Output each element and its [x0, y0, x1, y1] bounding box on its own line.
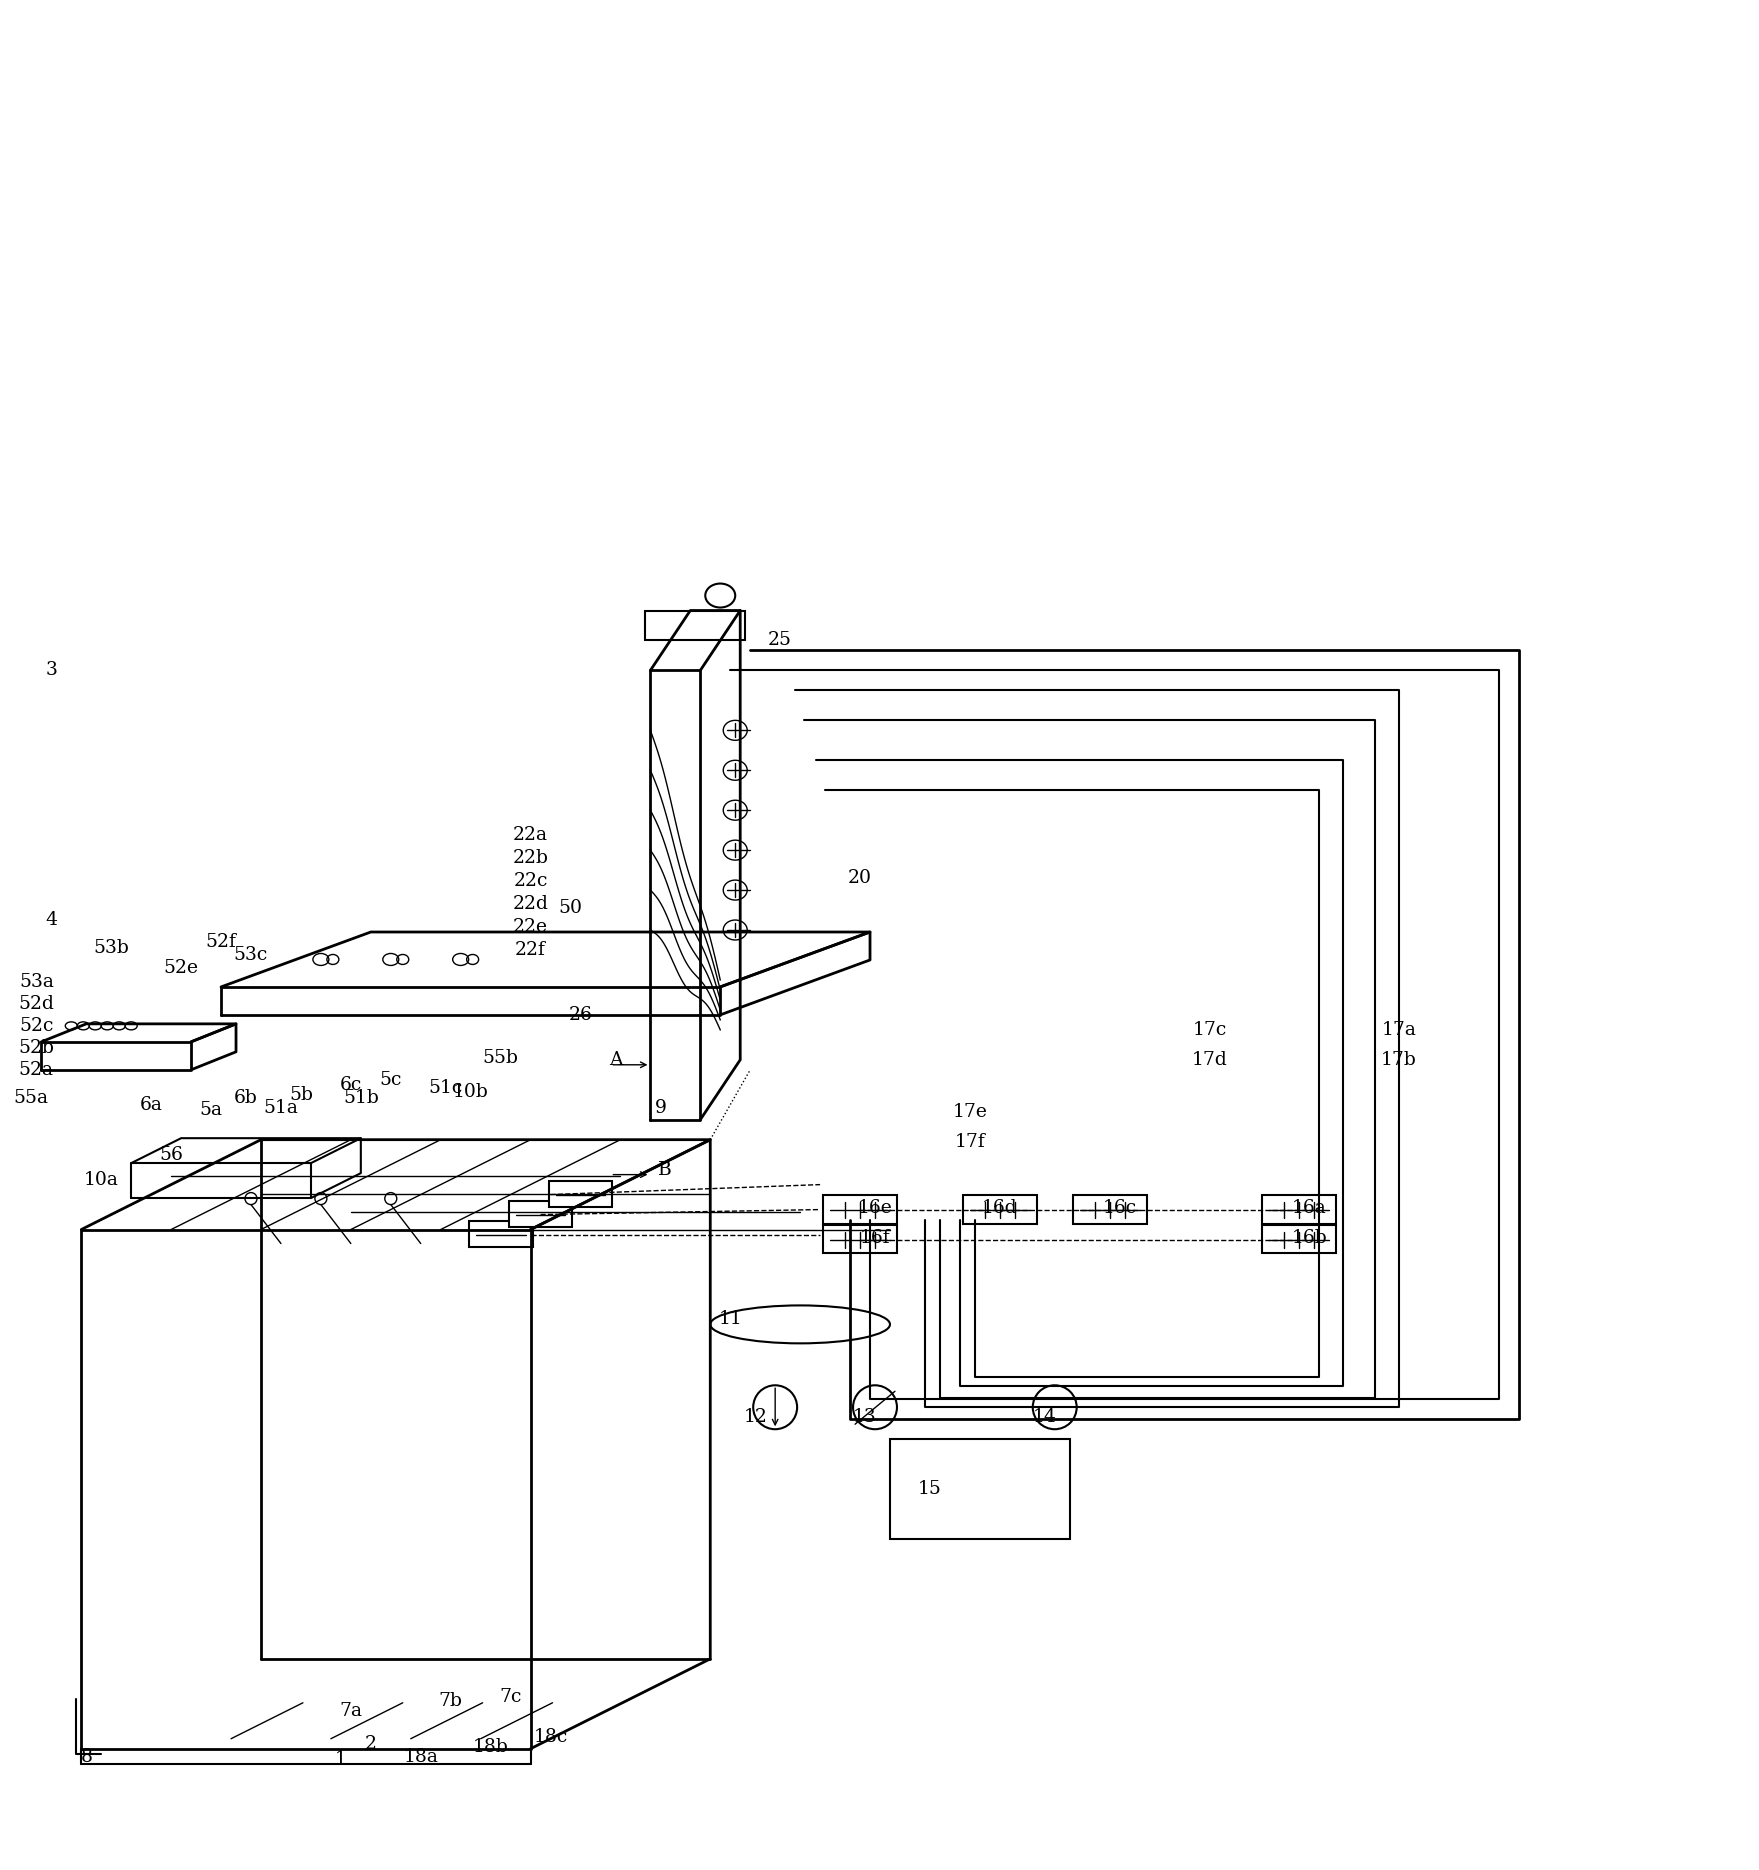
Text: 55a: 55a: [14, 1088, 49, 1107]
Text: 20: 20: [848, 870, 872, 886]
Text: 50: 50: [559, 899, 582, 916]
Text: 22a: 22a: [514, 827, 549, 843]
FancyBboxPatch shape: [823, 1195, 897, 1223]
Text: 8: 8: [81, 1748, 91, 1765]
Text: 26: 26: [568, 1006, 593, 1025]
Text: 6b: 6b: [234, 1088, 259, 1107]
Text: 6a: 6a: [139, 1096, 162, 1115]
Text: 18c: 18c: [533, 1728, 568, 1747]
Text: 12: 12: [744, 1408, 767, 1427]
FancyBboxPatch shape: [1073, 1195, 1147, 1223]
Text: 22b: 22b: [512, 849, 549, 868]
Text: 25: 25: [769, 632, 792, 649]
Text: 16f: 16f: [860, 1229, 890, 1247]
Text: B: B: [658, 1161, 672, 1178]
Text: 18a: 18a: [403, 1748, 438, 1765]
Text: A: A: [609, 1051, 623, 1070]
Bar: [890, 1440, 1069, 1539]
Text: 52a: 52a: [19, 1060, 55, 1079]
Text: 17d: 17d: [1191, 1051, 1228, 1070]
Text: 52e: 52e: [164, 959, 199, 976]
Text: 52d: 52d: [18, 995, 55, 1014]
Text: 18b: 18b: [473, 1737, 508, 1756]
Text: 16c: 16c: [1103, 1199, 1136, 1217]
Text: 52f: 52f: [206, 933, 236, 952]
Text: 53b: 53b: [93, 939, 128, 957]
Text: 5b: 5b: [288, 1086, 313, 1103]
Text: 10a: 10a: [84, 1171, 118, 1189]
Text: 5a: 5a: [199, 1101, 223, 1118]
Text: 3: 3: [46, 662, 58, 679]
Text: 51a: 51a: [264, 1100, 299, 1116]
Text: 1: 1: [334, 1750, 347, 1767]
Text: 6c: 6c: [339, 1075, 362, 1094]
Text: 15: 15: [918, 1481, 941, 1498]
Bar: [646, 610, 746, 640]
Text: 16d: 16d: [982, 1199, 1018, 1217]
Text: 7b: 7b: [438, 1692, 463, 1709]
FancyBboxPatch shape: [962, 1195, 1036, 1223]
FancyBboxPatch shape: [1263, 1225, 1337, 1253]
Text: 22d: 22d: [512, 896, 549, 913]
FancyBboxPatch shape: [468, 1221, 533, 1247]
Text: 53c: 53c: [234, 946, 267, 963]
Text: 7c: 7c: [500, 1689, 522, 1705]
Text: 52c: 52c: [19, 1017, 53, 1034]
Text: 10b: 10b: [452, 1083, 489, 1101]
Text: 56: 56: [158, 1146, 183, 1163]
FancyBboxPatch shape: [823, 1225, 897, 1253]
Text: 22f: 22f: [515, 941, 545, 959]
Text: 52b: 52b: [18, 1040, 55, 1057]
Text: 22c: 22c: [514, 871, 547, 890]
Text: 17b: 17b: [1381, 1051, 1418, 1070]
Text: 17a: 17a: [1383, 1021, 1416, 1040]
Text: 16e: 16e: [858, 1199, 892, 1217]
Text: 22e: 22e: [514, 918, 549, 937]
FancyBboxPatch shape: [1263, 1195, 1337, 1223]
FancyBboxPatch shape: [508, 1201, 572, 1227]
Text: 51b: 51b: [343, 1088, 378, 1107]
Text: 5c: 5c: [380, 1072, 403, 1088]
Text: 17c: 17c: [1193, 1021, 1226, 1040]
Text: 55b: 55b: [482, 1049, 519, 1066]
Ellipse shape: [711, 1305, 890, 1343]
Text: 7a: 7a: [339, 1702, 362, 1720]
Text: 2: 2: [364, 1735, 376, 1752]
Text: 4: 4: [46, 911, 58, 929]
Text: 17f: 17f: [955, 1133, 985, 1150]
Text: 16b: 16b: [1291, 1229, 1328, 1247]
FancyBboxPatch shape: [549, 1180, 612, 1206]
Text: 9: 9: [654, 1100, 667, 1116]
Text: 17e: 17e: [952, 1103, 987, 1120]
Text: 11: 11: [718, 1311, 742, 1328]
Text: 16a: 16a: [1291, 1199, 1326, 1217]
Text: 51c: 51c: [429, 1079, 463, 1098]
Text: 53a: 53a: [19, 972, 55, 991]
Text: 14: 14: [1033, 1408, 1057, 1427]
Text: 13: 13: [853, 1408, 878, 1427]
